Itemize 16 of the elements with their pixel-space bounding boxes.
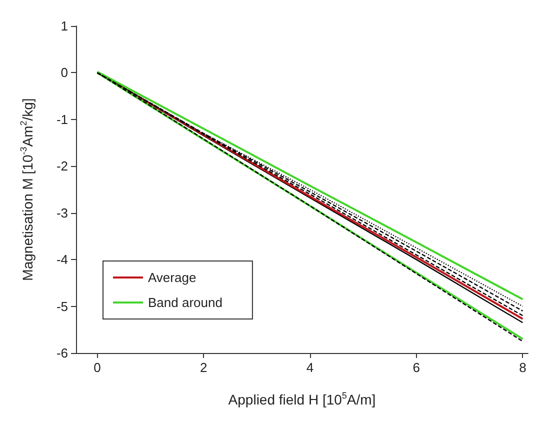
legend-label: Band around <box>148 295 222 310</box>
y-tick-label: -5 <box>56 298 68 314</box>
y-axis-title: Magnetisation M [10-3Am2/kg] <box>18 98 36 281</box>
x-tick-label: 4 <box>306 360 314 375</box>
x-tick-label: 6 <box>412 360 420 375</box>
y-tick-label: -1 <box>56 112 68 127</box>
y-tick-label: -4 <box>56 252 68 268</box>
y-tick-label: -2 <box>56 158 68 174</box>
x-tick-label: 8 <box>519 360 526 375</box>
y-tick-label: -6 <box>56 346 68 360</box>
x-tick-label: 0 <box>94 360 101 375</box>
legend-label: Average <box>148 270 196 285</box>
x-tick-label: 2 <box>200 360 208 375</box>
y-tick-label: 0 <box>60 65 68 80</box>
y-tick-label: -3 <box>56 205 68 220</box>
y-tick-label: 1 <box>60 18 68 34</box>
